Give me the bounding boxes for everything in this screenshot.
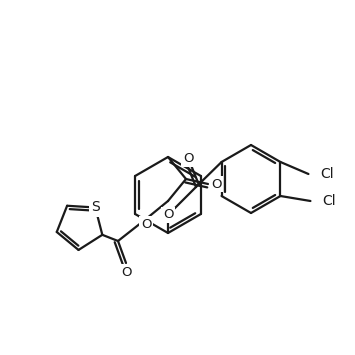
Text: O: O — [141, 218, 151, 230]
Text: Cl: Cl — [321, 167, 334, 181]
Text: Cl: Cl — [322, 194, 336, 208]
Text: O: O — [163, 208, 173, 222]
Text: S: S — [91, 201, 100, 214]
Text: O: O — [183, 153, 193, 165]
Text: O: O — [211, 178, 221, 191]
Text: O: O — [121, 266, 131, 279]
